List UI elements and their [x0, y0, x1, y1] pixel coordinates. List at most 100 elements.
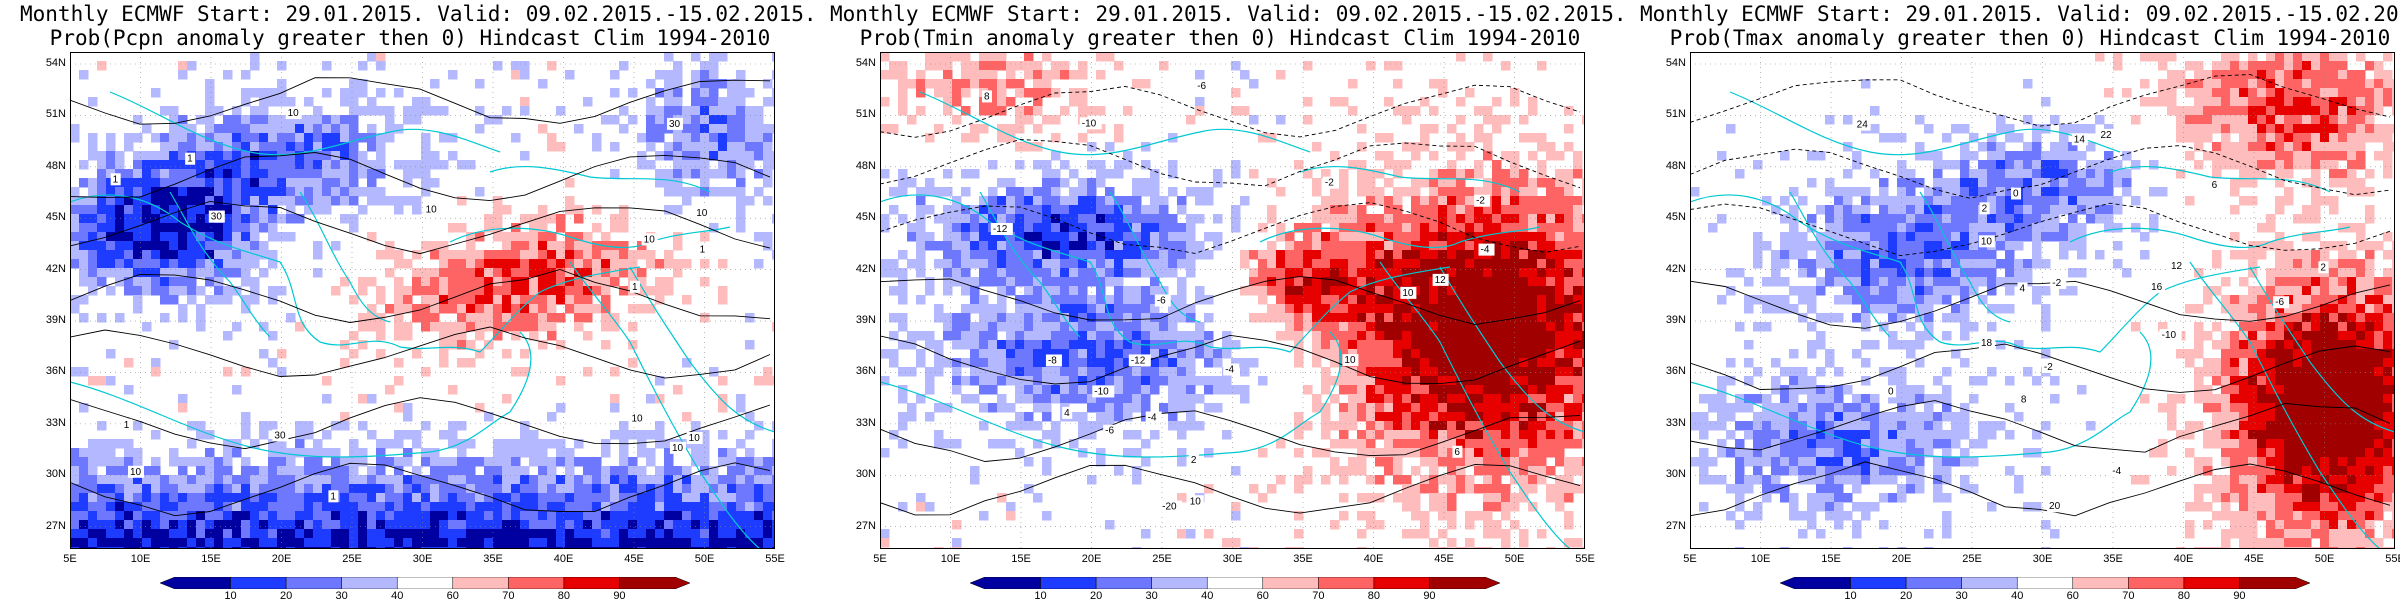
shade-cell: [1339, 304, 1349, 314]
shade-cell: [1258, 376, 1268, 386]
shade-cell: [997, 97, 1007, 107]
shade-cell: [1411, 430, 1421, 440]
shade-cell: [1105, 340, 1115, 350]
shade-cell: [1537, 376, 1547, 386]
shade-cell: [529, 457, 539, 467]
shade-cell: [376, 511, 386, 521]
shade-cell: [340, 187, 350, 197]
shade-cell: [1249, 169, 1259, 179]
shade-cell: [1465, 367, 1475, 377]
shade-cell: [430, 529, 440, 539]
shade-cell: [1105, 250, 1115, 260]
shade-cell: [898, 412, 908, 422]
shade-cell: [1294, 250, 1304, 260]
shade-cell: [547, 511, 557, 521]
shade-cell: [1069, 214, 1079, 224]
shade-cell: [763, 493, 773, 503]
shade-cell: [1015, 322, 1025, 332]
shade-cell: [718, 169, 728, 179]
shade-cell: [1483, 502, 1493, 512]
shade-cell: [1573, 250, 1583, 260]
shade-cell: [1501, 367, 1511, 377]
shade-cell: [970, 349, 980, 359]
shade-cell: [1267, 241, 1277, 251]
shade-cell: [232, 511, 242, 521]
shade-cell: [1465, 259, 1475, 269]
shade-cell: [304, 97, 314, 107]
shade-cell: [520, 439, 530, 449]
shade-cell: [1465, 475, 1475, 485]
shade-cell: [268, 160, 278, 170]
shade-cell: [1528, 295, 1538, 305]
shade-cell: [1555, 448, 1565, 458]
shade-cell: [475, 295, 485, 305]
shade-cell: [709, 115, 719, 125]
shade-cell: [1177, 367, 1187, 377]
shade-cell: [448, 223, 458, 233]
shade-cell: [1483, 466, 1493, 476]
shade-cell: [655, 529, 665, 539]
shade-cell: [1447, 178, 1457, 188]
shade-cell: [187, 178, 197, 188]
shade-cell: [1555, 367, 1565, 377]
shade-cell: [115, 250, 125, 260]
shade-cell: [124, 187, 134, 197]
shade-cell: [583, 520, 593, 530]
shade-cell: [1150, 178, 1160, 188]
shade-cell: [709, 475, 719, 485]
shade-cell: [232, 448, 242, 458]
shade-cell: [673, 259, 683, 269]
shade-cell: [1321, 232, 1331, 242]
shade-cell: [133, 187, 143, 197]
shade-cell: [1348, 79, 1358, 89]
shade-cell: [421, 142, 431, 152]
shade-cell: [142, 205, 152, 215]
shade-cell: [718, 52, 728, 62]
shade-cell: [745, 124, 755, 134]
shade-cell: [1420, 295, 1430, 305]
shade-cell: [664, 169, 674, 179]
shade-cell: [1483, 529, 1493, 539]
shade-cell: [142, 241, 152, 251]
shade-cell: [1276, 250, 1286, 260]
shade-cell: [727, 142, 737, 152]
shade-cell: [988, 277, 998, 287]
shade-cell: [2095, 52, 2105, 62]
shade-cell: [2257, 88, 2267, 98]
shade-cell: [376, 322, 386, 332]
shade-cell: [601, 529, 611, 539]
shade-cell: [1528, 439, 1538, 449]
shade-cell: [1438, 448, 1448, 458]
shade-cell: [1042, 79, 1052, 89]
shade-cell: [1060, 241, 1070, 251]
shade-cell: [547, 502, 557, 512]
shade-cell: [1096, 448, 1106, 458]
shade-cell: [259, 223, 269, 233]
shade-cell: [205, 520, 215, 530]
shade-cell: [187, 187, 197, 197]
shade-cell: [898, 439, 908, 449]
shade-cell: [1303, 466, 1313, 476]
shade-cell: [1096, 232, 1106, 242]
shade-cell: [205, 484, 215, 494]
shade-cell: [484, 466, 494, 476]
shade-cell: [331, 457, 341, 467]
shade-cell: [322, 394, 332, 404]
shade-cell: [1474, 259, 1484, 269]
shade-cell: [889, 187, 899, 197]
shade-cell: [367, 484, 377, 494]
shade-cell: [1519, 412, 1529, 422]
shade-cell: [736, 142, 746, 152]
shade-cell: [1456, 52, 1466, 62]
shade-cell: [196, 529, 206, 539]
shade-cell: [2311, 88, 2321, 98]
shade-cell: [142, 250, 152, 260]
shade-cell: [142, 529, 152, 539]
shade-cell: [349, 88, 359, 98]
shade-cell: [1537, 196, 1547, 206]
shade-cell: [1366, 430, 1376, 440]
shade-cell: [763, 529, 773, 539]
shade-cell: [484, 484, 494, 494]
shade-cell: [1492, 331, 1502, 341]
shade-cell: [313, 115, 323, 125]
